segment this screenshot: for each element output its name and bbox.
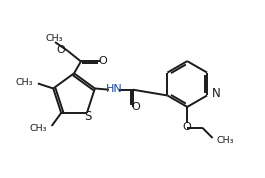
Text: O: O	[56, 45, 65, 55]
Text: O: O	[183, 122, 192, 132]
Text: S: S	[84, 110, 92, 123]
Text: CH₃: CH₃	[45, 34, 63, 43]
Text: CH₃: CH₃	[217, 137, 234, 145]
Text: CH₃: CH₃	[16, 78, 33, 87]
Text: N: N	[212, 87, 221, 100]
Text: CH₃: CH₃	[30, 124, 47, 133]
Text: HN: HN	[106, 84, 123, 94]
Text: O: O	[98, 56, 107, 66]
Text: O: O	[132, 102, 140, 112]
